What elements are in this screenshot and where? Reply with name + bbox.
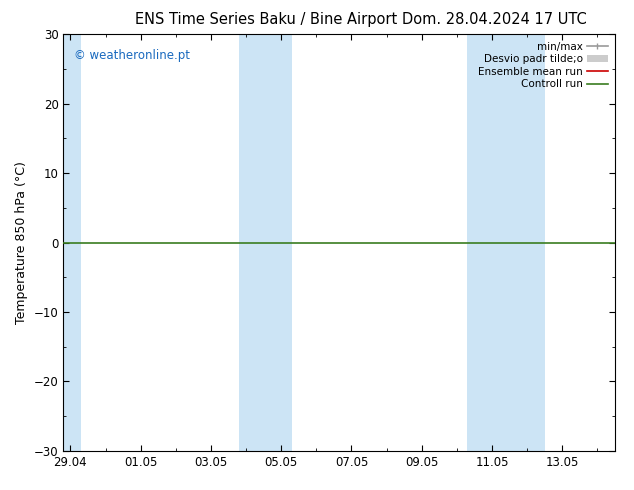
Bar [63, 34, 81, 451]
Bar [467, 34, 545, 451]
Legend: min/max, Desvio padr tilde;o, Ensemble mean run, Controll run: min/max, Desvio padr tilde;o, Ensemble m… [476, 40, 610, 92]
Y-axis label: Temperature 850 hPa (°C): Temperature 850 hPa (°C) [15, 161, 29, 324]
Text: © weatheronline.pt: © weatheronline.pt [74, 49, 190, 62]
Text: ENS Time Series Baku / Bine Airport: ENS Time Series Baku / Bine Airport [135, 12, 398, 27]
Text: Dom. 28.04.2024 17 UTC: Dom. 28.04.2024 17 UTC [402, 12, 587, 27]
Bar [239, 34, 292, 451]
